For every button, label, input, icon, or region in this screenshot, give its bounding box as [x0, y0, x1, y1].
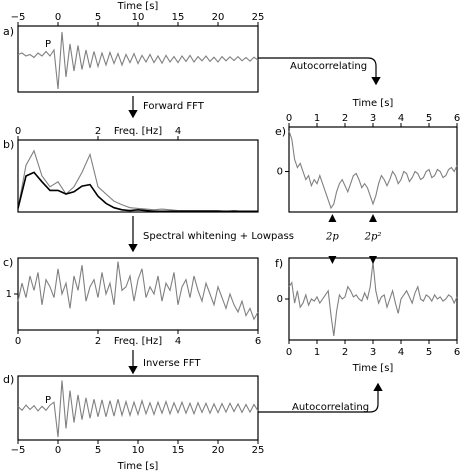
x-tick-label: 2 — [342, 347, 348, 358]
x-tick-label: 15 — [172, 12, 185, 23]
x-tick-label: 5 — [95, 12, 101, 23]
x-tick-label: 10 — [132, 445, 145, 456]
x-tick-label: 1 — [314, 347, 320, 358]
x-tick-label: 0 — [15, 126, 21, 137]
y-tick-label: 0 — [277, 167, 283, 178]
signal-line — [288, 130, 458, 210]
y-tick-label: 0 — [277, 294, 283, 305]
x-tick-label: −5 — [11, 445, 26, 456]
x-tick-label: 6 — [454, 113, 460, 124]
panel-frame — [17, 375, 259, 441]
x-axis-title: Freq. [Hz] — [114, 126, 162, 137]
panel-label: b) — [3, 138, 14, 151]
panel-label: e) — [275, 125, 286, 138]
x-tick-label: 2 — [342, 113, 348, 124]
panel-frame — [17, 139, 259, 213]
x-tick-label: 0 — [55, 12, 61, 23]
x-tick-label: 6 — [255, 336, 261, 347]
signal-line — [17, 261, 259, 321]
panel-frame — [288, 126, 458, 213]
x-tick-label: 0 — [55, 445, 61, 456]
x-tick-label: 0 — [286, 113, 292, 124]
x-tick-label: 4 — [398, 347, 404, 358]
x-tick-label: 5 — [426, 113, 432, 124]
lag-marker — [369, 214, 377, 222]
x-axis-title: Freq. [Hz] — [114, 336, 162, 347]
x-tick-label: 5 — [426, 347, 432, 358]
lag-label: 2p² — [364, 232, 382, 243]
x-tick-label: 20 — [212, 445, 225, 456]
flow-label: Spectral whitening + Lowpass — [143, 231, 294, 242]
panel-label: f) — [275, 257, 283, 270]
flow-label: Autocorrelating — [290, 61, 367, 72]
signal-line — [17, 31, 259, 90]
signal-line — [17, 149, 258, 212]
panel-label: c) — [3, 256, 13, 269]
y-tick-label: 1 — [6, 289, 12, 300]
x-axis-title: Time [s] — [117, 1, 159, 12]
x-tick-label: 1 — [314, 113, 320, 124]
lag-marker — [328, 256, 337, 264]
flow-label: Inverse FFT — [143, 358, 201, 369]
phase-label: P — [45, 395, 51, 406]
x-tick-label: 2 — [95, 126, 101, 137]
signal-line — [17, 380, 259, 438]
flow-arrow — [258, 382, 383, 413]
x-tick-label: 4 — [398, 113, 404, 124]
x-tick-label: 10 — [132, 12, 145, 23]
x-tick-label: 5 — [95, 445, 101, 456]
flow-label: Forward FFT — [143, 101, 205, 112]
panel-frame — [17, 25, 259, 93]
phase-label: P — [45, 39, 51, 50]
x-tick-label: 20 — [212, 12, 225, 23]
lag-label: 2p — [325, 232, 339, 243]
x-tick-label: 2 — [95, 336, 101, 347]
panel-label: d) — [3, 373, 14, 386]
x-axis-title: Time [s] — [352, 363, 394, 374]
x-tick-label: 4 — [175, 126, 181, 137]
flow-label: Autocorrelating — [292, 402, 369, 413]
x-tick-label: 4 — [175, 336, 181, 347]
x-tick-label: −5 — [11, 12, 26, 23]
x-axis-title: Time [s] — [352, 98, 394, 109]
x-tick-label: 6 — [454, 347, 460, 358]
signal-line — [17, 171, 258, 213]
panel-label: a) — [3, 25, 14, 38]
x-tick-label: 3 — [370, 113, 376, 124]
lag-marker — [328, 214, 337, 222]
lag-marker — [369, 256, 377, 264]
x-tick-label: 15 — [172, 445, 185, 456]
x-tick-label: 25 — [252, 445, 265, 456]
x-axis-title: Time [s] — [117, 461, 159, 472]
x-tick-label: 3 — [370, 347, 376, 358]
x-tick-label: 0 — [15, 336, 21, 347]
x-tick-label: 0 — [286, 347, 292, 358]
flow-arrow — [258, 57, 381, 86]
signal-line — [288, 262, 458, 336]
panel-frame — [288, 257, 458, 341]
x-tick-label: 25 — [252, 12, 265, 23]
